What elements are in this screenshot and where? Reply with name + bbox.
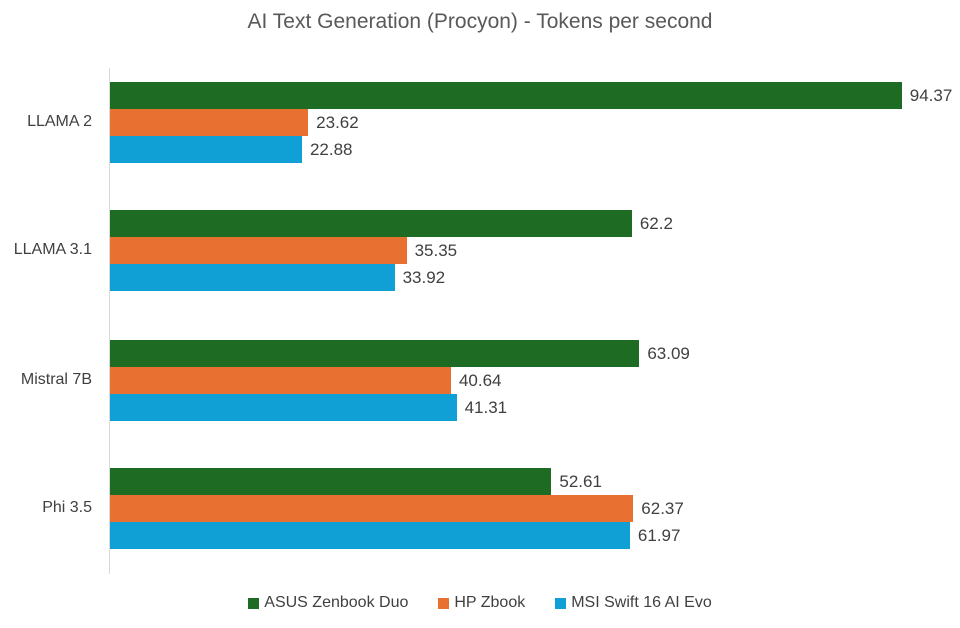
category-label: LLAMA 3.1	[13, 240, 92, 258]
bar[interactable]	[110, 495, 634, 522]
bar[interactable]	[110, 264, 395, 291]
legend-swatch-hp	[438, 597, 450, 609]
data-label: 94.37	[909, 86, 953, 105]
category-axis-line	[109, 68, 110, 574]
data-label: 41.31	[464, 398, 508, 417]
chart-title: AI Text Generation (Procyon) - Tokens pe…	[247, 10, 713, 33]
bar[interactable]	[110, 109, 309, 136]
bar[interactable]	[110, 394, 457, 421]
data-label: 52.61	[559, 472, 602, 491]
legend-label: ASUS Zenbook Duo	[264, 594, 409, 611]
data-label: 62.2	[639, 214, 673, 233]
category-label: Mistral 7B	[20, 370, 92, 388]
category-label: Phi 3.5	[42, 498, 92, 516]
legend-label: MSI Swift 16 AI Evo	[571, 594, 712, 611]
legend-item-msi[interactable]: MSI Swift 16 AI Evo	[555, 594, 712, 612]
bar[interactable]	[110, 237, 407, 264]
data-label: 61.97	[637, 526, 681, 545]
category-label: LLAMA 2	[27, 112, 92, 130]
bar[interactable]	[110, 367, 451, 394]
data-label: 63.09	[647, 344, 690, 363]
legend-swatch-msi	[555, 597, 567, 609]
bar[interactable]	[110, 468, 552, 495]
legend-item-asus[interactable]: ASUS Zenbook Duo	[248, 594, 408, 612]
legend-item-hp[interactable]: HP Zbook	[438, 594, 525, 612]
data-label: 22.88	[309, 140, 353, 159]
bar[interactable]	[110, 82, 902, 109]
legend-swatch-asus	[248, 597, 260, 609]
legend: ASUS Zenbook Duo HP Zbook MSI Swift 16 A…	[0, 594, 960, 612]
data-label: 62.37	[641, 499, 684, 518]
data-label: 23.62	[316, 113, 359, 132]
data-label: 40.64	[458, 371, 502, 390]
data-label: 33.92	[402, 268, 446, 287]
bar[interactable]	[110, 136, 302, 163]
bar[interactable]	[110, 522, 630, 549]
bar[interactable]	[110, 340, 640, 367]
legend-label: HP Zbook	[454, 594, 526, 611]
data-label: 35.35	[414, 241, 458, 260]
bar[interactable]	[110, 210, 632, 237]
